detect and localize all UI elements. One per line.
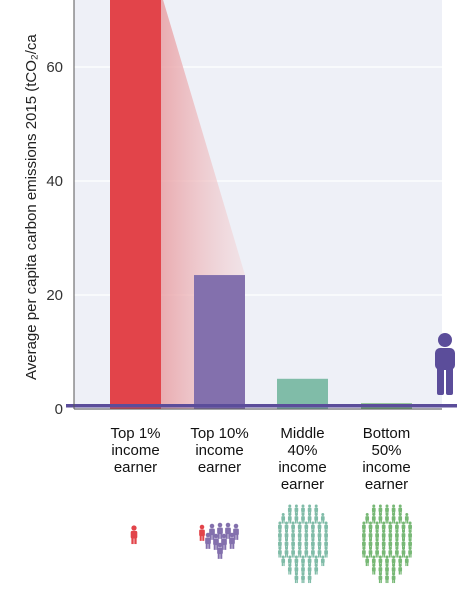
bar [110, 0, 161, 409]
y-tick-label: 0 [55, 401, 63, 418]
top10-crowd-icon [205, 522, 239, 559]
bar [194, 275, 245, 409]
y-tick-label: 20 [46, 287, 63, 304]
category-label: Bottom 50% income earner [362, 425, 410, 493]
category-label: Top 10% income earner [190, 425, 248, 476]
y-tick-label: 60 [46, 59, 63, 76]
category-label: Top 1% income earner [110, 425, 160, 476]
y-axis-title: Average per capita carbon emissions 2015… [23, 34, 40, 380]
average-person-icon [435, 333, 455, 395]
y-tick-label: 40 [46, 173, 63, 190]
bottom50-crowd-icon [362, 504, 412, 584]
top10-crowd-highlight-icon [199, 524, 205, 541]
top1-person-icon [130, 525, 138, 545]
category-label: Middle 40% income earner [278, 425, 326, 493]
bar [277, 378, 328, 409]
middle40-crowd-icon [278, 504, 328, 584]
